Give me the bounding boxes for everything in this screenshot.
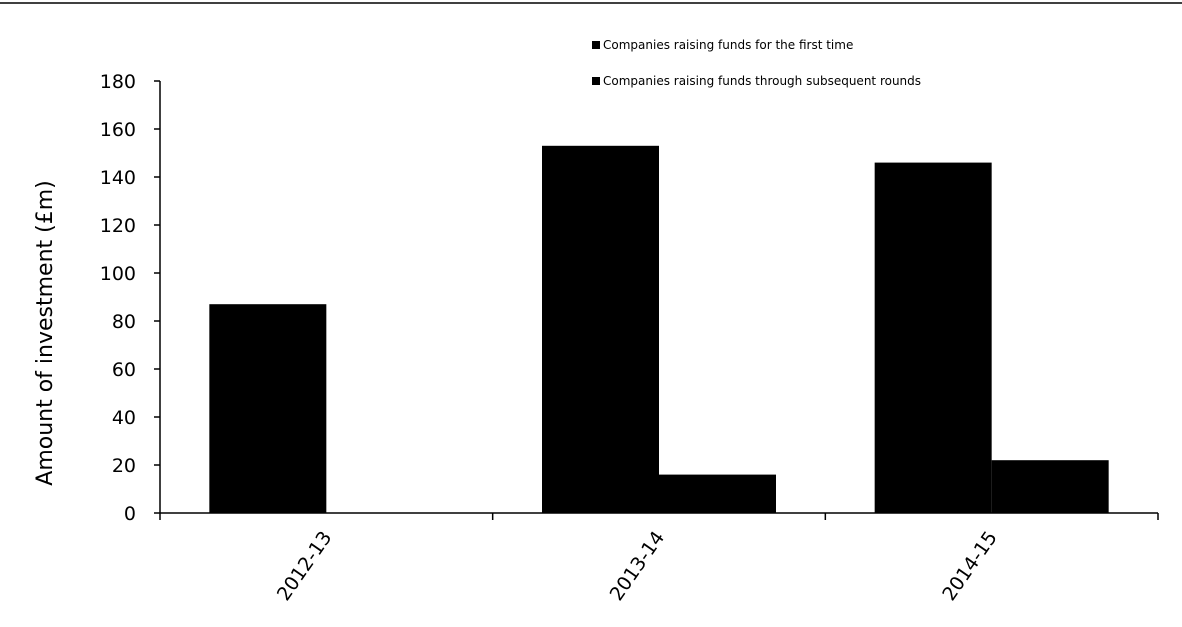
bar-first-time [542, 145, 659, 514]
x-tick-label: 2012-13 [273, 527, 337, 605]
bar-first-time [209, 304, 327, 513]
y-tick-label: 20 [112, 455, 136, 477]
x-axis: 2012-13 2013-14 2014-15 [159, 512, 1159, 605]
y-tick-label: 120 [100, 215, 136, 237]
legend-label-first-time: Companies raising funds for the first ti… [603, 38, 853, 52]
y-tick-label: 100 [100, 263, 136, 285]
y-tick-label: 60 [112, 359, 136, 381]
legend-swatch-first-time [592, 41, 600, 49]
x-tick-label: 2014-15 [938, 527, 1002, 605]
bars [209, 145, 1109, 514]
x-tick-label: 2013-14 [606, 527, 670, 605]
y-tick-label: 80 [112, 311, 136, 333]
y-tick-label: 40 [112, 407, 136, 429]
legend-label-subsequent: Companies raising funds through subseque… [603, 74, 921, 88]
y-tick-label: 0 [124, 503, 136, 525]
y-tick-label: 140 [100, 167, 136, 189]
legend-swatch-subsequent [592, 77, 600, 85]
bar-subsequent [659, 474, 776, 513]
y-axis: 0 20 40 60 80 100 120 140 160 180 [100, 71, 161, 525]
y-axis-title: Amount of investment (£m) [33, 180, 58, 485]
legend: Companies raising funds for the first ti… [592, 38, 921, 88]
bar-subsequent [991, 460, 1109, 513]
y-tick-label: 180 [100, 71, 136, 93]
y-tick-label: 160 [100, 119, 136, 141]
bar-first-time [874, 162, 992, 513]
